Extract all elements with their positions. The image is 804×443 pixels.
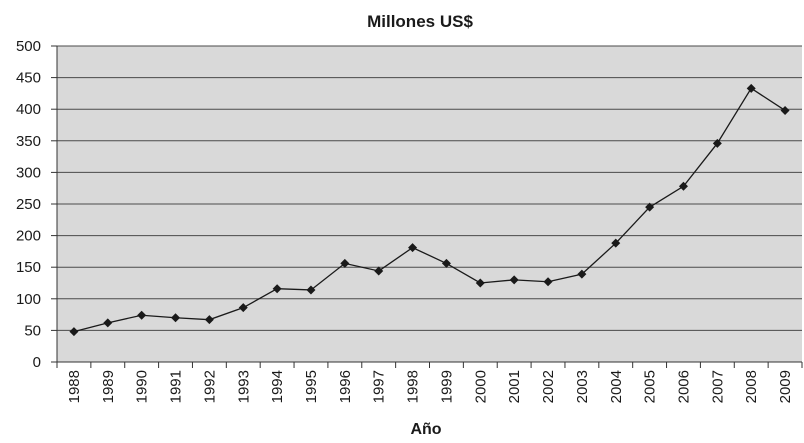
data-point <box>137 310 147 320</box>
x-tick-label: 1991 <box>168 370 185 403</box>
y-tick-label: 300 <box>16 164 41 181</box>
x-axis-label: Año <box>410 421 441 438</box>
data-point <box>374 266 384 276</box>
x-tick-label: 2007 <box>709 370 726 403</box>
data-point <box>441 258 451 268</box>
x-tick-label: 1993 <box>235 370 252 403</box>
x-tick-label: 1998 <box>405 370 422 403</box>
data-point <box>408 243 418 253</box>
x-tick-label: 1992 <box>201 370 218 403</box>
data-point <box>69 327 79 337</box>
data-point <box>103 318 113 328</box>
y-tick-label: 250 <box>16 196 41 213</box>
y-tick-label: 50 <box>24 322 41 339</box>
data-point <box>475 278 485 288</box>
y-tick-label: 100 <box>16 291 41 308</box>
y-tick-label: 400 <box>16 101 41 118</box>
x-tick-label: 1999 <box>438 370 455 403</box>
x-tick-label: 1996 <box>337 370 354 403</box>
data-point <box>645 202 655 212</box>
y-tick-label: 500 <box>16 38 41 55</box>
data-point <box>678 181 688 191</box>
data-point <box>238 303 248 313</box>
data-point <box>171 313 181 323</box>
series-line <box>73 87 786 333</box>
data-point <box>577 269 587 279</box>
x-tick-label: 1989 <box>100 370 117 403</box>
x-tick-label: 2001 <box>506 370 523 403</box>
x-tick-label: 2004 <box>608 370 625 403</box>
x-tick-label: 2002 <box>540 370 557 403</box>
x-axis: 1988 1989 1990 1991 1992 1993 1994 1995 1996 1997… <box>56 361 803 403</box>
x-tick-label: 2003 <box>574 370 591 403</box>
data-point <box>746 83 756 93</box>
y-tick-label: 450 <box>16 70 41 87</box>
x-tick-label: 1995 <box>303 370 320 403</box>
x-tick-label: 1990 <box>134 370 151 403</box>
data-point <box>509 275 519 285</box>
chart-title: Millones US$ <box>367 12 473 31</box>
x-tick-label: 1997 <box>371 370 388 403</box>
y-tick-label: 0 <box>33 354 41 371</box>
x-tick-label: 1994 <box>269 370 286 403</box>
data-point <box>712 138 722 148</box>
gridlines <box>57 45 802 331</box>
data-points <box>69 83 790 337</box>
y-tick-label: 150 <box>16 259 41 276</box>
y-axis: 0 50 100 150 200 250 300 350 400 450 500 <box>16 38 58 371</box>
x-tick-label: 1988 <box>66 370 83 403</box>
data-point <box>272 284 282 294</box>
data-point <box>611 238 621 248</box>
x-tick-label: 2005 <box>642 370 659 403</box>
data-point <box>780 105 790 115</box>
data-point <box>204 315 214 325</box>
x-tick-label: 2008 <box>743 370 760 403</box>
data-point <box>306 285 316 295</box>
x-tick-label: 2000 <box>472 370 489 403</box>
data-point <box>543 277 553 287</box>
y-tick-label: 200 <box>16 228 41 245</box>
x-tick-label: 2006 <box>675 370 692 403</box>
x-tick-label: 2009 <box>777 370 794 403</box>
data-point <box>340 258 350 268</box>
y-tick-label: 350 <box>16 133 41 150</box>
